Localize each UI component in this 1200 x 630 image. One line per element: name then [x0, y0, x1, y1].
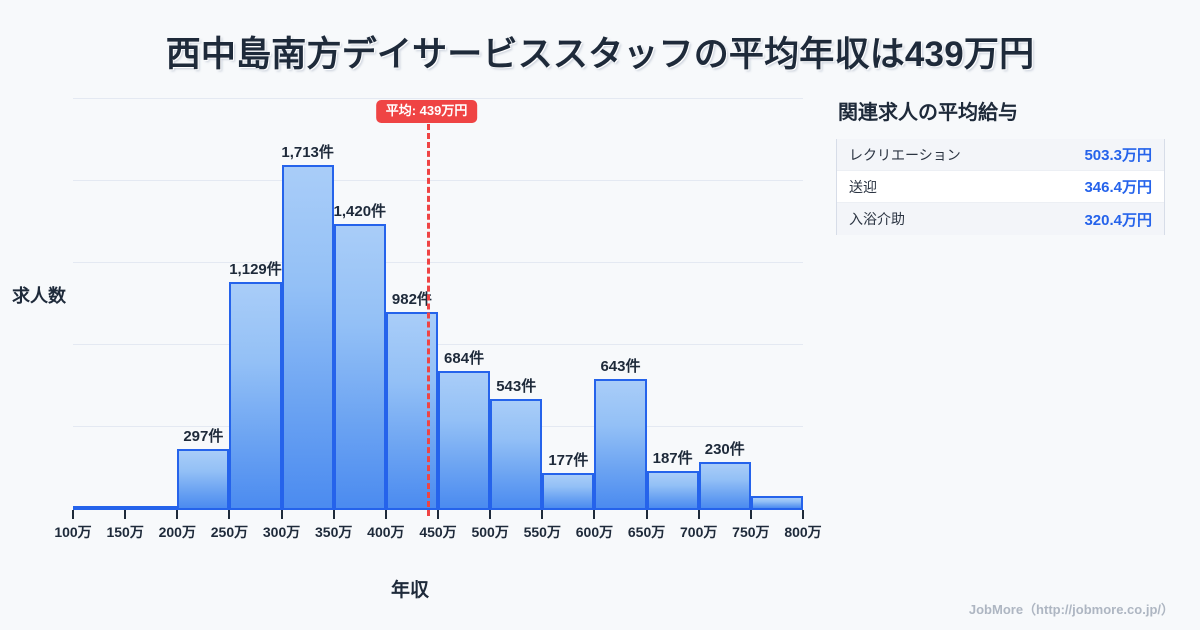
bar-value-label: 1,713件	[281, 144, 334, 162]
x-axis-tick-label: 450万	[419, 524, 457, 540]
x-axis-tick	[124, 510, 127, 519]
salary-row-value: 320.4万円	[1084, 211, 1152, 229]
histogram-bar	[73, 506, 126, 508]
x-axis-tick	[697, 510, 700, 519]
x-axis-tick-label: 750万	[732, 524, 770, 540]
histogram-bar	[438, 371, 491, 508]
bar-value-label: 1,420件	[333, 203, 387, 220]
bar-value-label: 230件	[704, 441, 745, 458]
footer-credit: JobMore（http://jobmore.co.jp/）	[968, 602, 1174, 617]
bar-value-label: 177件	[548, 451, 589, 469]
salary-row-name: 入浴介助	[849, 211, 905, 227]
histogram-bar	[542, 472, 595, 508]
x-axis-label: 年収	[390, 580, 429, 601]
x-axis-tick	[645, 510, 648, 519]
bar-value-label: 297件	[183, 427, 224, 445]
x-axis-tick	[802, 510, 804, 519]
x-axis-tick-label: 700万	[680, 524, 718, 540]
salary-row[interactable]: 入浴介助 320.4万円	[837, 203, 1164, 235]
average-line	[426, 124, 430, 516]
salary-row-value: 503.3万円	[1084, 147, 1152, 164]
x-axis-tick	[437, 510, 439, 519]
x-axis-tick	[332, 510, 335, 519]
x-axis-tick	[72, 510, 74, 519]
histogram-bar	[333, 224, 386, 508]
gridline	[73, 180, 803, 181]
x-axis-tick	[176, 510, 179, 519]
histogram-bar	[177, 448, 230, 508]
bar-value-label: 187件	[652, 449, 693, 467]
x-axis-tick-label: 600万	[575, 524, 614, 540]
salary-row-name: 送迎	[849, 178, 877, 195]
x-axis-tick-label: 350万	[315, 524, 353, 540]
bar-value-label: 643件	[600, 358, 641, 376]
x-axis-tick-label: 300万	[262, 524, 301, 540]
x-axis-tick	[228, 510, 231, 519]
histogram-bar	[750, 496, 803, 508]
histogram-bar	[594, 379, 647, 508]
x-axis-tick	[489, 510, 492, 519]
y-axis-label: 求人数	[12, 286, 66, 306]
average-badge: 平均: 439万円	[375, 100, 478, 124]
x-axis-tick-label: 500万	[471, 524, 509, 540]
x-axis-tick-label: 800万	[784, 524, 822, 540]
x-axis-baseline	[73, 508, 803, 510]
x-axis-tick-label: 650万	[627, 524, 666, 540]
bar-value-label: 982件	[391, 290, 432, 308]
x-axis-tick-label: 150万	[106, 524, 144, 540]
x-axis-tick	[749, 510, 752, 519]
x-axis-tick-label: 400万	[367, 524, 405, 540]
page-title: 西中島南方デイサービススタッフの平均年収は439万円	[165, 35, 1035, 74]
related-salary-panel: 関連求人の平均給与 レクリエーション 503.3万円送迎 346.4万円入浴介助 32…	[836, 96, 1172, 235]
related-salary-table: レクリエーション 503.3万円送迎 346.4万円入浴介助 320.4万円	[836, 139, 1165, 235]
histogram-bar	[646, 470, 699, 508]
x-axis-tick-label: 250万	[210, 524, 249, 540]
histogram-bar	[229, 282, 282, 508]
bar-value-label: 1,129件	[229, 261, 282, 279]
histogram-chart: 297件 1,129件 1,713件 1,420件 982件 684件 543件 177件 64…	[0, 90, 822, 601]
gridline	[73, 344, 803, 345]
salary-row-name: レクリエーション	[849, 146, 961, 163]
x-axis-tick-label: 550万	[523, 524, 561, 540]
salary-row[interactable]: 送迎 346.4万円	[837, 171, 1164, 203]
x-axis-tick-label: 200万	[158, 524, 196, 540]
histogram-bar	[490, 399, 543, 508]
x-axis-tick-label: 100万	[54, 524, 92, 540]
histogram-bar	[385, 311, 438, 508]
x-axis-tick	[280, 510, 283, 519]
x-axis-tick	[384, 510, 387, 519]
gridline	[73, 262, 803, 263]
histogram-bar	[125, 506, 178, 508]
x-axis-tick	[593, 510, 596, 519]
salary-row[interactable]: レクリエーション 503.3万円	[837, 139, 1164, 171]
plot-area: 297件 1,129件 1,713件 1,420件 982件 684件 543件 177件 64…	[73, 98, 803, 516]
histogram-bar	[698, 462, 751, 508]
histogram-bar	[281, 165, 334, 508]
bar-value-label: 543件	[496, 378, 537, 396]
x-axis-tick	[541, 510, 544, 519]
related-salary-heading: 関連求人の平均給与	[838, 102, 1018, 124]
bar-value-label: 684件	[444, 350, 485, 368]
gridline	[73, 98, 803, 99]
salary-row-value: 346.4万円	[1084, 179, 1152, 196]
